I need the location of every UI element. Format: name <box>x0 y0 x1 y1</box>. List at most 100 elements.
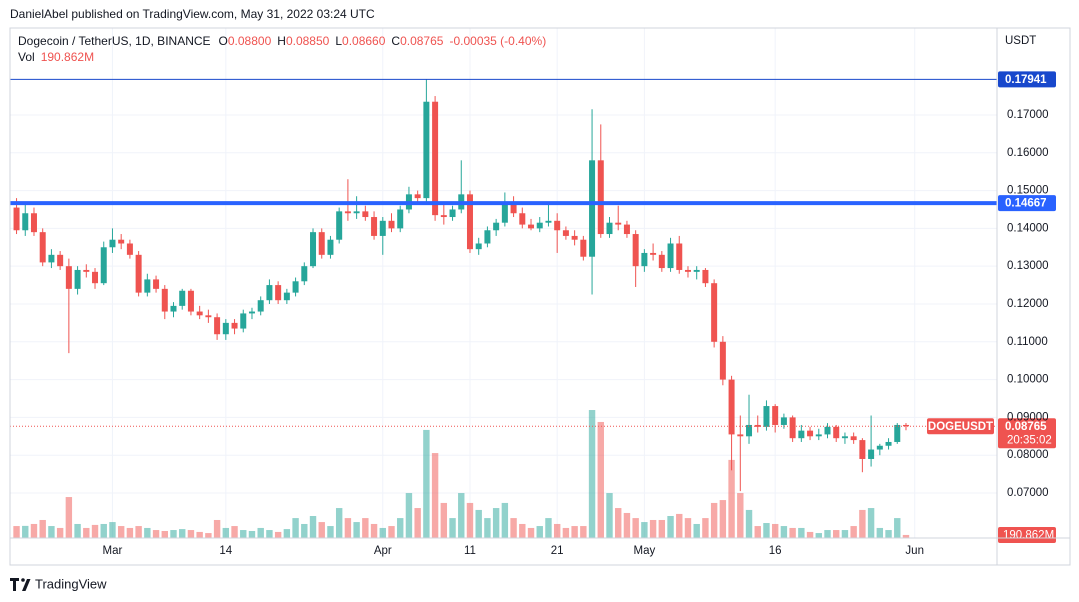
candle-body <box>902 424 909 427</box>
volume-bar <box>213 519 221 538</box>
y-tick-label: 0.12000 <box>1007 298 1049 310</box>
volume-bar <box>615 508 622 538</box>
volume-bar <box>719 500 727 538</box>
volume-bar <box>606 493 613 538</box>
candle-body <box>658 254 665 269</box>
candle-body <box>266 285 273 301</box>
legend-close: 0.08765 <box>400 34 444 48</box>
price-axis-frame <box>996 27 1071 566</box>
candle-body <box>397 209 404 229</box>
candle-body <box>327 239 334 255</box>
candle-body <box>615 222 622 225</box>
level-label: 0.14667 <box>1005 198 1047 210</box>
y-tick-label: 0.11000 <box>1007 336 1048 348</box>
volume-bar <box>754 526 761 538</box>
candle-body <box>545 220 552 223</box>
candle-body <box>135 254 142 293</box>
candles <box>13 79 909 492</box>
candle-body <box>161 288 168 312</box>
candle-body <box>702 269 709 284</box>
x-tick-label: 21 <box>551 545 564 557</box>
candle-body <box>623 224 630 235</box>
candle-body <box>815 434 822 437</box>
volume-bar <box>806 531 814 538</box>
candle-body <box>65 266 72 289</box>
candle-body <box>684 269 691 272</box>
header: DanielAbel published on TradingView.com,… <box>10 7 375 21</box>
candle-body <box>789 417 796 439</box>
volume-bar <box>370 523 378 538</box>
candle-body <box>510 203 517 214</box>
candle-body <box>13 207 20 231</box>
candle-body <box>414 194 421 199</box>
volume-bar <box>562 527 570 538</box>
volume-bar <box>737 493 744 538</box>
candle-body <box>379 220 386 236</box>
candle-body <box>894 424 901 442</box>
candle-body <box>423 101 430 199</box>
candle-body <box>798 430 805 439</box>
volume-bar <box>126 527 134 538</box>
volume-label: 190.862M <box>1003 530 1054 542</box>
candle-body <box>693 269 700 272</box>
volume-bar <box>771 523 779 538</box>
volume-bar <box>667 516 674 538</box>
y-tick-label: 0.13000 <box>1007 260 1049 272</box>
candle-body <box>187 290 194 312</box>
x-tick-label: 11 <box>464 545 476 557</box>
volume-bar <box>632 518 639 538</box>
x-tick-label: Apr <box>374 545 392 557</box>
volume-bar <box>117 526 125 538</box>
currency: USDT <box>1005 35 1036 47</box>
candle-body <box>519 213 526 225</box>
volume-bar <box>274 531 282 538</box>
volume-bar <box>56 527 64 538</box>
volume-bar <box>91 524 99 538</box>
candle-body <box>362 211 369 218</box>
candle-body <box>719 341 726 380</box>
candle-body <box>48 254 55 263</box>
legend-volume-value: 190.862M <box>41 50 94 64</box>
x-tick-label: 16 <box>769 545 782 557</box>
candle-body <box>344 211 351 214</box>
last-price-box <box>998 418 1056 449</box>
candle-body <box>257 300 264 312</box>
candle-body <box>301 266 308 282</box>
candle-body <box>868 449 875 459</box>
footer-brand: TradingView <box>35 576 107 591</box>
candle-body <box>859 440 866 459</box>
volume-bar <box>83 527 90 538</box>
y-tick-label: 0.07000 <box>1007 487 1049 499</box>
candle-body <box>676 243 683 270</box>
legend-open-label: O <box>219 34 228 48</box>
volume-bar <box>545 518 552 538</box>
x-tick-label: May <box>634 545 656 557</box>
volume-bar <box>248 530 256 538</box>
y-tick-label: 0.17000 <box>1007 109 1049 121</box>
volume-bar <box>335 508 343 538</box>
legend-ohlc: Dogecoin / TetherUS, 1D, BINANCE O0.08800… <box>18 34 546 48</box>
level-label-box <box>998 195 1056 212</box>
candle-body <box>780 417 787 425</box>
x-tick-label: Mar <box>103 545 123 557</box>
candle-body <box>632 234 639 267</box>
volume-bar <box>841 530 849 538</box>
candle-body <box>597 160 604 235</box>
volume-bar <box>789 527 796 538</box>
symbol-tag-box <box>927 418 994 435</box>
candle-body <box>100 247 107 284</box>
candle-body <box>214 317 221 335</box>
volume-bar <box>536 526 543 538</box>
candle-body <box>292 281 299 293</box>
candle-body <box>22 213 29 231</box>
volume-bar <box>894 518 901 538</box>
legend-change: -0.00035 (-0.40%) <box>449 34 546 48</box>
candle-body <box>449 209 456 218</box>
legend-low-label: L <box>335 34 342 48</box>
candle-body <box>466 194 473 250</box>
candle-body <box>746 424 753 437</box>
volume-bar <box>658 519 666 538</box>
volume-bar <box>292 518 299 538</box>
candle-body <box>118 239 125 244</box>
